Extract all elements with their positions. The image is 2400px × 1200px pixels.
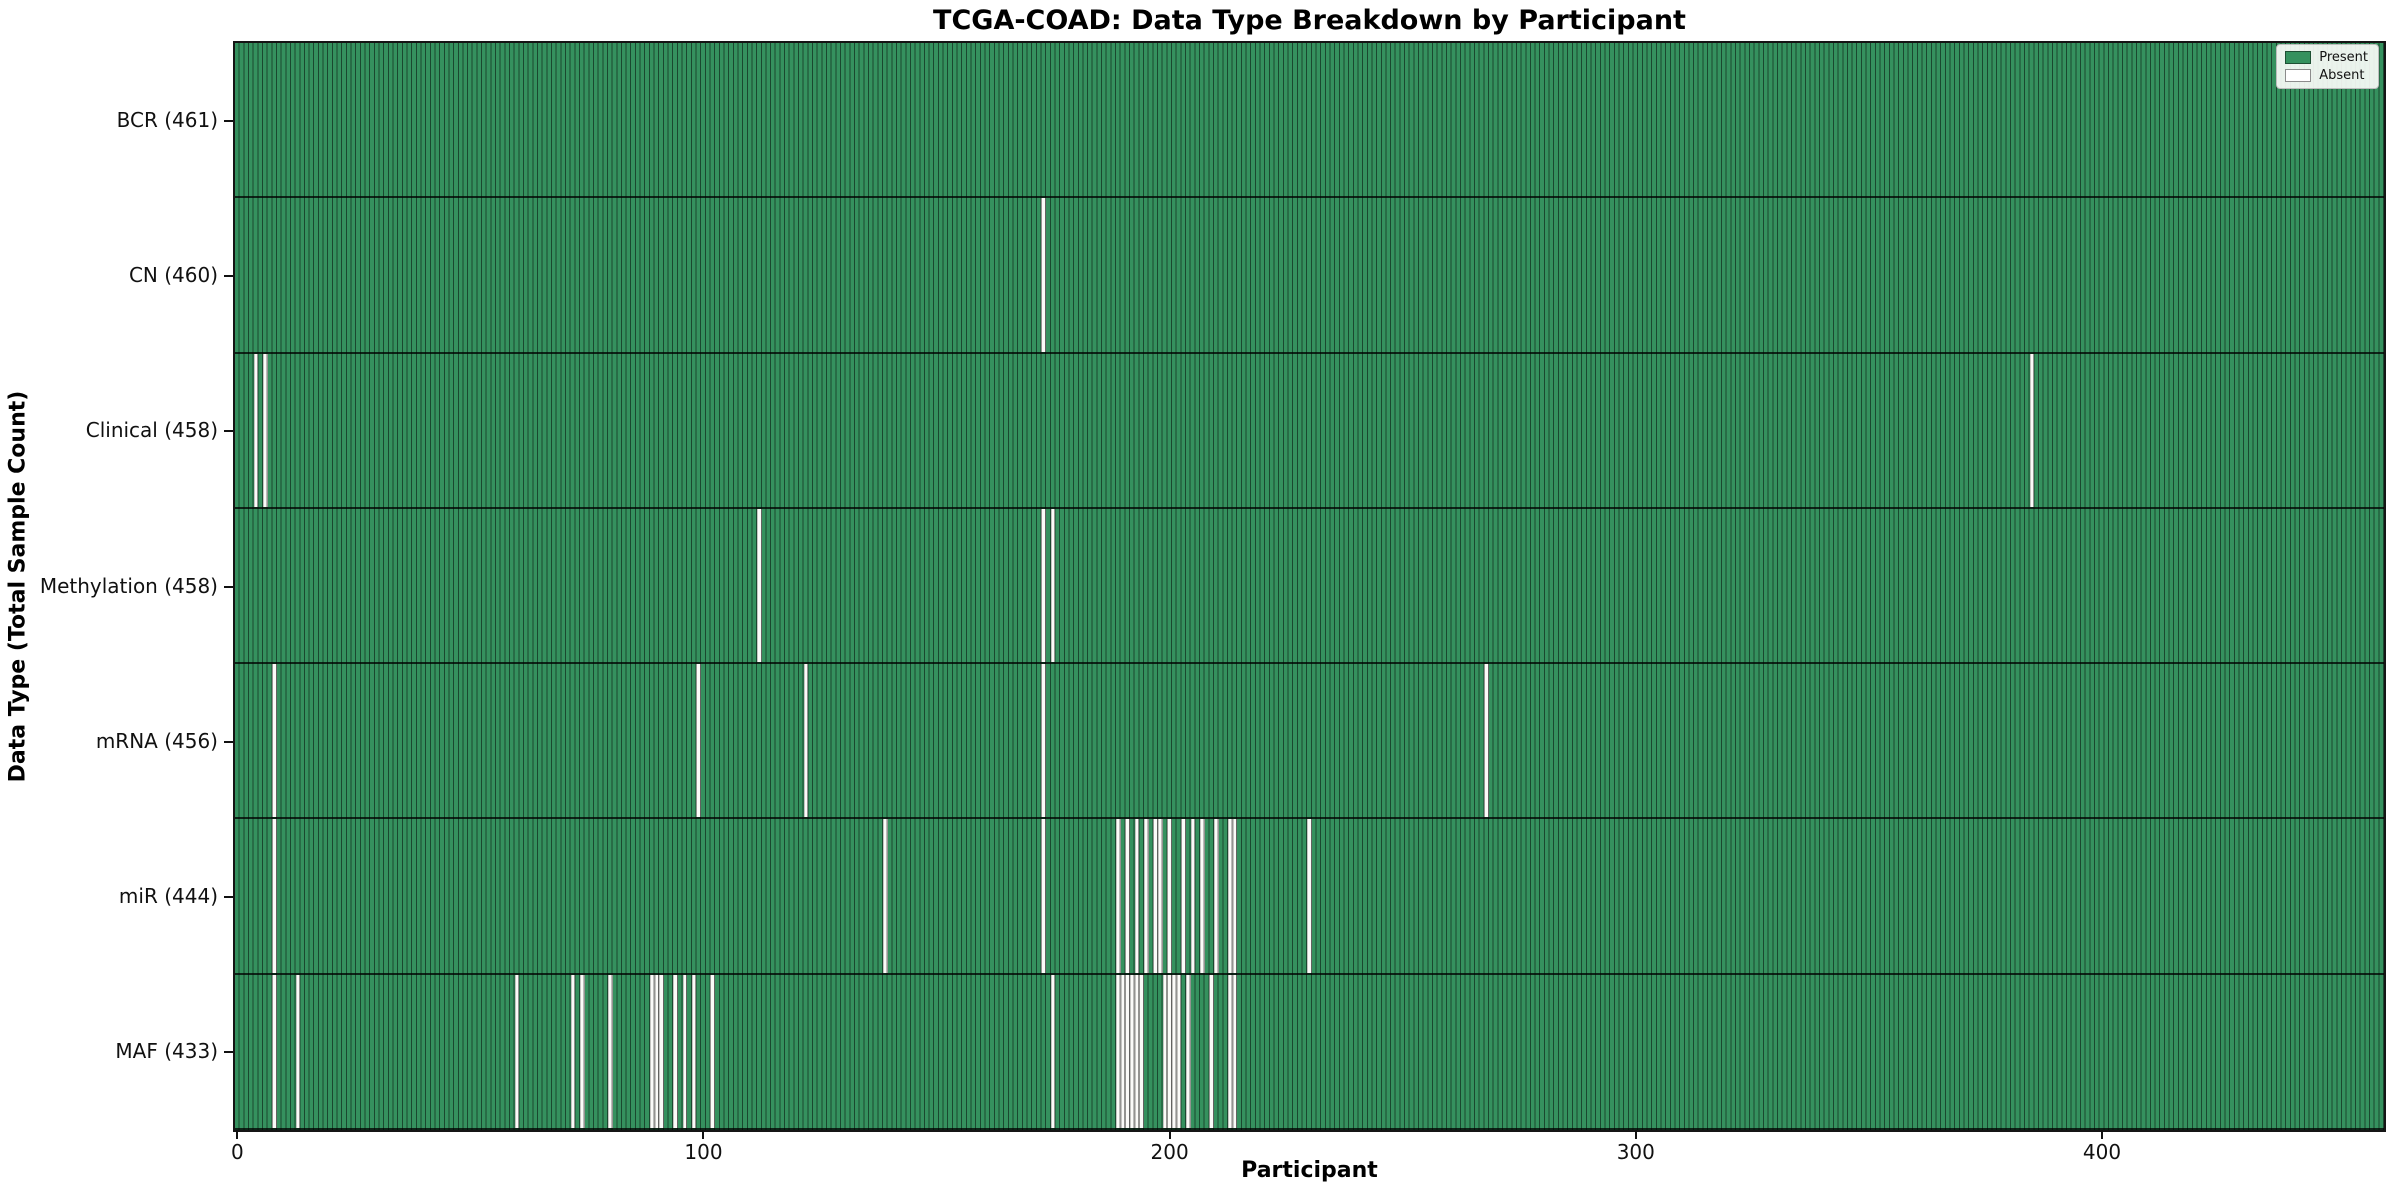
absent-mark-MAF-98 xyxy=(691,974,697,1128)
y-tick-mark-CN xyxy=(224,274,233,277)
absent-mark-Methylation-173 xyxy=(1041,508,1047,663)
absent-mark-miR-191 xyxy=(1125,819,1131,973)
y-tick-mark-Clinical xyxy=(224,430,233,433)
x-tick-label-200: 200 xyxy=(1150,1140,1189,1164)
absent-mark-mRNA-122 xyxy=(803,664,809,818)
absent-mark-miR-205 xyxy=(1190,819,1196,973)
absent-mark-mRNA-173 xyxy=(1041,664,1047,818)
absent-mark-MAF-60 xyxy=(514,974,520,1128)
absent-mark-MAF-13 xyxy=(295,974,301,1128)
absent-mark-Methylation-175 xyxy=(1050,508,1056,663)
absent-mark-miR-8 xyxy=(272,819,277,973)
row-mRNA xyxy=(235,664,2384,820)
y-tick-label-BCR: BCR (461) xyxy=(116,107,218,132)
absent-mark-MAF-194 xyxy=(1139,974,1144,1128)
absent-mark-miR-198 xyxy=(1157,819,1163,973)
row-MAF xyxy=(235,974,2384,1130)
x-tick-label-300: 300 xyxy=(1616,1140,1655,1164)
absent-mark-miR-230 xyxy=(1307,819,1312,973)
absent-mark-mRNA-268 xyxy=(1484,664,1489,818)
absent-mark-miR-195 xyxy=(1144,819,1149,973)
absent-mark-miR-214 xyxy=(1232,819,1238,973)
legend-label-present: Present xyxy=(2319,50,2368,65)
absent-mark-mRNA-99 xyxy=(696,664,702,818)
legend-label-absent: Absent xyxy=(2319,68,2365,83)
y-tick-mark-miR xyxy=(224,896,233,899)
absent-mark-miR-203 xyxy=(1181,819,1186,973)
row-BCR xyxy=(235,43,2384,199)
y-tick-label-mRNA: mRNA (456) xyxy=(95,728,218,753)
row-Methylation xyxy=(235,508,2384,665)
chart-title: TCGA-COAD: Data Type Breakdown by Partic… xyxy=(933,5,1686,36)
absent-mark-MAF-74 xyxy=(579,974,585,1128)
absent-mark-MAF-72 xyxy=(570,974,576,1128)
absent-mark-miR-210 xyxy=(1213,819,1219,973)
absent-mark-MAF-91 xyxy=(659,974,664,1128)
absent-mark-MAF-80 xyxy=(607,974,613,1128)
absent-mark-MAF-202 xyxy=(1176,974,1182,1128)
y-tick-mark-Methylation xyxy=(224,585,233,588)
x-tick-label-100: 100 xyxy=(684,1140,723,1164)
x-tick-mark-0 xyxy=(236,1130,239,1139)
absent-mark-mRNA-8 xyxy=(272,664,277,818)
absent-mark-miR-173 xyxy=(1041,819,1047,973)
plot-area xyxy=(233,41,2386,1132)
absent-mark-MAF-209 xyxy=(1209,974,1214,1128)
absent-mark-MAF-94 xyxy=(673,974,678,1128)
legend-item-present: Present xyxy=(2285,51,2368,64)
absent-mark-MAF-102 xyxy=(710,974,716,1128)
absent-mark-miR-193 xyxy=(1134,819,1140,973)
x-tick-mark-200 xyxy=(1168,1130,1171,1139)
absent-mark-MAF-8 xyxy=(272,974,277,1128)
present-swatch xyxy=(2285,51,2312,64)
absent-mark-MAF-175 xyxy=(1050,974,1056,1128)
absent-mark-Clinical-385 xyxy=(2029,353,2035,507)
y-tick-mark-BCR xyxy=(224,119,233,122)
x-axis-label: Participant xyxy=(1241,1158,1378,1183)
x-tick-mark-100 xyxy=(702,1130,705,1139)
absent-mark-CN-173 xyxy=(1041,198,1047,352)
y-tick-mark-mRNA xyxy=(224,740,233,743)
x-tick-mark-400 xyxy=(2100,1130,2103,1139)
x-tick-label-400: 400 xyxy=(2082,1140,2122,1164)
absent-mark-miR-189 xyxy=(1116,819,1121,973)
y-tick-label-Clinical: Clinical (458) xyxy=(85,418,218,443)
absent-swatch xyxy=(2285,69,2312,82)
legend-item-absent: Absent xyxy=(2285,69,2368,82)
y-tick-label-CN: CN (460) xyxy=(128,262,218,287)
absent-mark-Clinical-6 xyxy=(262,353,268,507)
row-Clinical xyxy=(235,353,2384,509)
x-tick-mark-300 xyxy=(1634,1130,1637,1139)
x-tick-label-0: 0 xyxy=(230,1140,244,1164)
absent-mark-MAF-214 xyxy=(1232,974,1238,1128)
absent-mark-Methylation-112 xyxy=(757,508,762,663)
y-tick-label-miR: miR (444) xyxy=(118,884,218,909)
absent-mark-miR-207 xyxy=(1199,819,1205,973)
absent-mark-MAF-96 xyxy=(682,974,688,1128)
absent-mark-Clinical-4 xyxy=(253,353,259,507)
legend: Present Absent xyxy=(2276,44,2379,89)
y-tick-mark-MAF xyxy=(224,1051,233,1054)
row-miR xyxy=(235,819,2384,975)
absent-mark-miR-200 xyxy=(1167,819,1172,973)
y-tick-label-MAF: MAF (433) xyxy=(115,1039,218,1064)
absent-mark-MAF-204 xyxy=(1185,974,1191,1128)
absent-mark-miR-139 xyxy=(882,819,888,973)
row-CN xyxy=(235,198,2384,354)
y-tick-label-Methylation: Methylation (458) xyxy=(39,573,218,598)
